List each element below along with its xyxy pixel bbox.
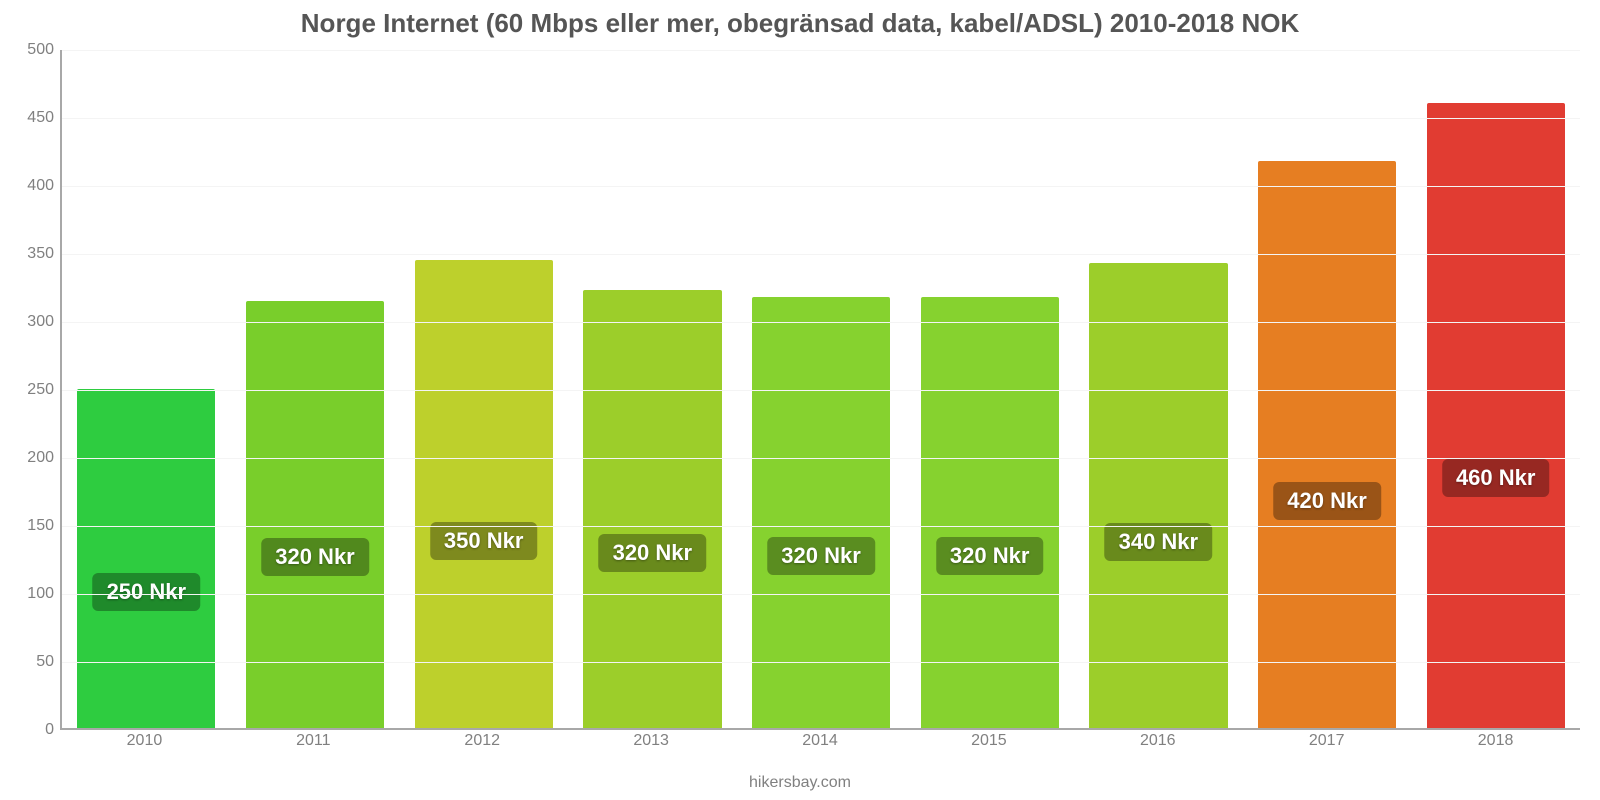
x-tick-label: 2012 bbox=[398, 732, 567, 750]
bar-slot: 460 Nkr bbox=[1411, 50, 1580, 728]
y-tick-label: 200 bbox=[12, 449, 62, 467]
bar-slot: 320 Nkr bbox=[905, 50, 1074, 728]
x-axis-labels: 201020112012201320142015201620172018 bbox=[60, 732, 1580, 750]
bar-value-label: 250 Nkr bbox=[93, 573, 201, 611]
y-tick-label: 300 bbox=[12, 313, 62, 331]
bar: 320 Nkr bbox=[752, 297, 890, 728]
bar-slot: 340 Nkr bbox=[1074, 50, 1243, 728]
bar: 250 Nkr bbox=[77, 389, 215, 728]
x-tick-label: 2010 bbox=[60, 732, 229, 750]
y-tick-label: 50 bbox=[12, 653, 62, 671]
bar-value-label: 320 Nkr bbox=[767, 537, 875, 575]
grid-line bbox=[62, 526, 1580, 527]
bar-value-label: 320 Nkr bbox=[261, 538, 369, 576]
x-tick-label: 2014 bbox=[736, 732, 905, 750]
bar: 350 Nkr bbox=[415, 260, 553, 728]
grid-line bbox=[62, 186, 1580, 187]
bar-slot: 250 Nkr bbox=[62, 50, 231, 728]
bar-slot: 350 Nkr bbox=[399, 50, 568, 728]
y-tick-label: 400 bbox=[12, 177, 62, 195]
bar-slot: 320 Nkr bbox=[737, 50, 906, 728]
chart-title: Norge Internet (60 Mbps eller mer, obegr… bbox=[0, 8, 1600, 39]
bar-value-label: 420 Nkr bbox=[1273, 482, 1381, 520]
y-tick-label: 350 bbox=[12, 245, 62, 263]
bar: 420 Nkr bbox=[1258, 161, 1396, 728]
bar-value-label: 320 Nkr bbox=[936, 537, 1044, 575]
bar: 320 Nkr bbox=[921, 297, 1059, 728]
bar-slot: 420 Nkr bbox=[1243, 50, 1412, 728]
grid-line bbox=[62, 594, 1580, 595]
bar: 460 Nkr bbox=[1427, 103, 1565, 728]
plot-area: 250 Nkr 320 Nkr 350 Nkr 320 Nkr 320 Nkr 320 N… bbox=[60, 50, 1580, 730]
grid-line bbox=[62, 458, 1580, 459]
x-tick-label: 2011 bbox=[229, 732, 398, 750]
grid-line bbox=[62, 50, 1580, 51]
x-tick-label: 2015 bbox=[904, 732, 1073, 750]
bar-slot: 320 Nkr bbox=[231, 50, 400, 728]
x-tick-label: 2017 bbox=[1242, 732, 1411, 750]
y-tick-label: 450 bbox=[12, 109, 62, 127]
bar-value-label: 340 Nkr bbox=[1105, 523, 1213, 561]
chart-source: hikersbay.com bbox=[0, 774, 1600, 792]
x-tick-label: 2013 bbox=[567, 732, 736, 750]
grid-line bbox=[62, 254, 1580, 255]
grid-line bbox=[62, 322, 1580, 323]
x-tick-label: 2016 bbox=[1073, 732, 1242, 750]
bar-slot: 320 Nkr bbox=[568, 50, 737, 728]
y-tick-label: 250 bbox=[12, 381, 62, 399]
y-tick-label: 500 bbox=[12, 41, 62, 59]
bar-chart: Norge Internet (60 Mbps eller mer, obegr… bbox=[0, 0, 1600, 800]
grid-line bbox=[62, 662, 1580, 663]
bars-container: 250 Nkr 320 Nkr 350 Nkr 320 Nkr 320 Nkr 320 N… bbox=[62, 50, 1580, 728]
grid-line bbox=[62, 118, 1580, 119]
bar: 320 Nkr bbox=[246, 301, 384, 728]
bar-value-label: 320 Nkr bbox=[599, 534, 707, 572]
x-tick-label: 2018 bbox=[1411, 732, 1580, 750]
bar-value-label: 460 Nkr bbox=[1442, 459, 1550, 497]
y-tick-label: 150 bbox=[12, 517, 62, 535]
bar: 340 Nkr bbox=[1089, 263, 1227, 728]
bar-value-label: 350 Nkr bbox=[430, 522, 538, 560]
y-tick-label: 0 bbox=[12, 721, 62, 739]
y-tick-label: 100 bbox=[12, 585, 62, 603]
grid-line bbox=[62, 390, 1580, 391]
